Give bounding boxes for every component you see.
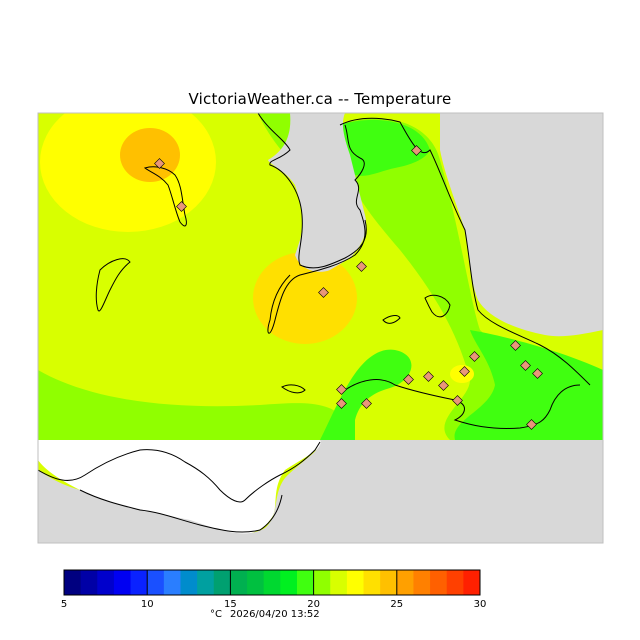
station-marker[interactable]	[361, 398, 372, 409]
colorbar-cell	[380, 570, 398, 595]
colorbar-cell	[463, 570, 481, 595]
temperature-map	[37, 112, 604, 544]
zone-18-19-southeast	[454, 330, 603, 440]
colorbar-cell	[130, 570, 148, 595]
map-frame	[37, 112, 604, 544]
zone-18-19-south	[320, 349, 412, 440]
coast-outside-island	[79, 489, 283, 533]
colorbar-cell	[113, 570, 132, 595]
colorbar-cell	[213, 570, 231, 595]
colorbar-cells	[64, 570, 481, 595]
land-outside-domain	[38, 440, 603, 543]
station-marker[interactable]	[176, 201, 187, 212]
colorbar-tick-label: 5	[61, 599, 67, 610]
colorbar-cell	[64, 570, 82, 595]
station-marker[interactable]	[459, 366, 470, 377]
station-marker[interactable]	[526, 419, 537, 430]
colorbar-cell	[247, 570, 265, 595]
zone-19-20-southwest	[38, 370, 345, 440]
colorbar-cell	[197, 570, 215, 595]
colorbar-cell	[263, 570, 281, 595]
colorbar-tick-label: 30	[474, 599, 487, 610]
station-marker[interactable]	[423, 371, 434, 382]
station-marker[interactable]	[356, 261, 367, 272]
colorbar-caption: °C 2026/04/20 13:52	[210, 609, 328, 620]
colorbar-cell	[180, 570, 198, 595]
island-small	[382, 315, 401, 324]
colorbar-cell	[313, 570, 331, 595]
unit-label: °C	[210, 609, 222, 620]
colorbar-cell	[413, 570, 431, 595]
colorbar-cell	[446, 570, 464, 595]
sea-outside-domain	[38, 440, 322, 536]
colorbar-cell	[147, 570, 165, 595]
coast-peninsula	[257, 113, 367, 269]
colorbar-tick-label: 15	[224, 599, 237, 610]
inlet-grey	[268, 113, 367, 272]
station-marker[interactable]	[403, 374, 414, 385]
coast-east	[339, 117, 591, 386]
station-markers	[154, 145, 543, 430]
colorbar-cell	[163, 570, 181, 595]
coast-south	[344, 379, 581, 429]
colorbar-cell	[80, 570, 98, 595]
station-marker[interactable]	[520, 360, 531, 371]
island-south	[281, 384, 306, 394]
station-marker[interactable]	[438, 380, 449, 391]
island-west	[95, 258, 131, 312]
colorbar-cell	[296, 570, 315, 595]
island-east	[424, 294, 451, 318]
colorbar-cell	[363, 570, 381, 595]
colorbar-tick-label: 10	[141, 599, 154, 610]
colorbar-tick-label: 20	[307, 599, 320, 610]
colorbar-cell	[396, 570, 414, 595]
station-marker[interactable]	[510, 340, 521, 351]
station-marker[interactable]	[469, 351, 480, 362]
map-title: VictoriaWeather.ca -- Temperature	[188, 90, 452, 108]
ocean-grey-east	[440, 113, 603, 337]
colorbar-cell	[430, 570, 448, 595]
coast-inlet	[267, 124, 366, 334]
station-marker[interactable]	[452, 395, 463, 406]
island-northwest	[143, 166, 187, 227]
colorbar-cell	[330, 570, 348, 595]
colorbar-ticks: 5 10 15 20 25 30	[61, 570, 487, 610]
station-marker[interactable]	[318, 287, 329, 298]
timestamp: 2026/04/20 13:52	[229, 609, 320, 620]
zone-18-19-north	[340, 119, 430, 176]
colorbar-cell	[346, 570, 365, 595]
station-marker[interactable]	[411, 145, 422, 156]
colorbar-cell	[280, 570, 298, 595]
station-marker[interactable]	[532, 368, 543, 379]
station-marker[interactable]	[154, 158, 165, 169]
coast-outside-south	[38, 441, 321, 503]
station-marker[interactable]	[336, 384, 347, 395]
colorbar-cell	[230, 570, 248, 595]
colorbar-tick-label: 25	[390, 599, 403, 610]
colorbar-cell	[97, 570, 115, 595]
zone-22-23-central	[253, 252, 357, 344]
station-marker[interactable]	[336, 398, 347, 409]
